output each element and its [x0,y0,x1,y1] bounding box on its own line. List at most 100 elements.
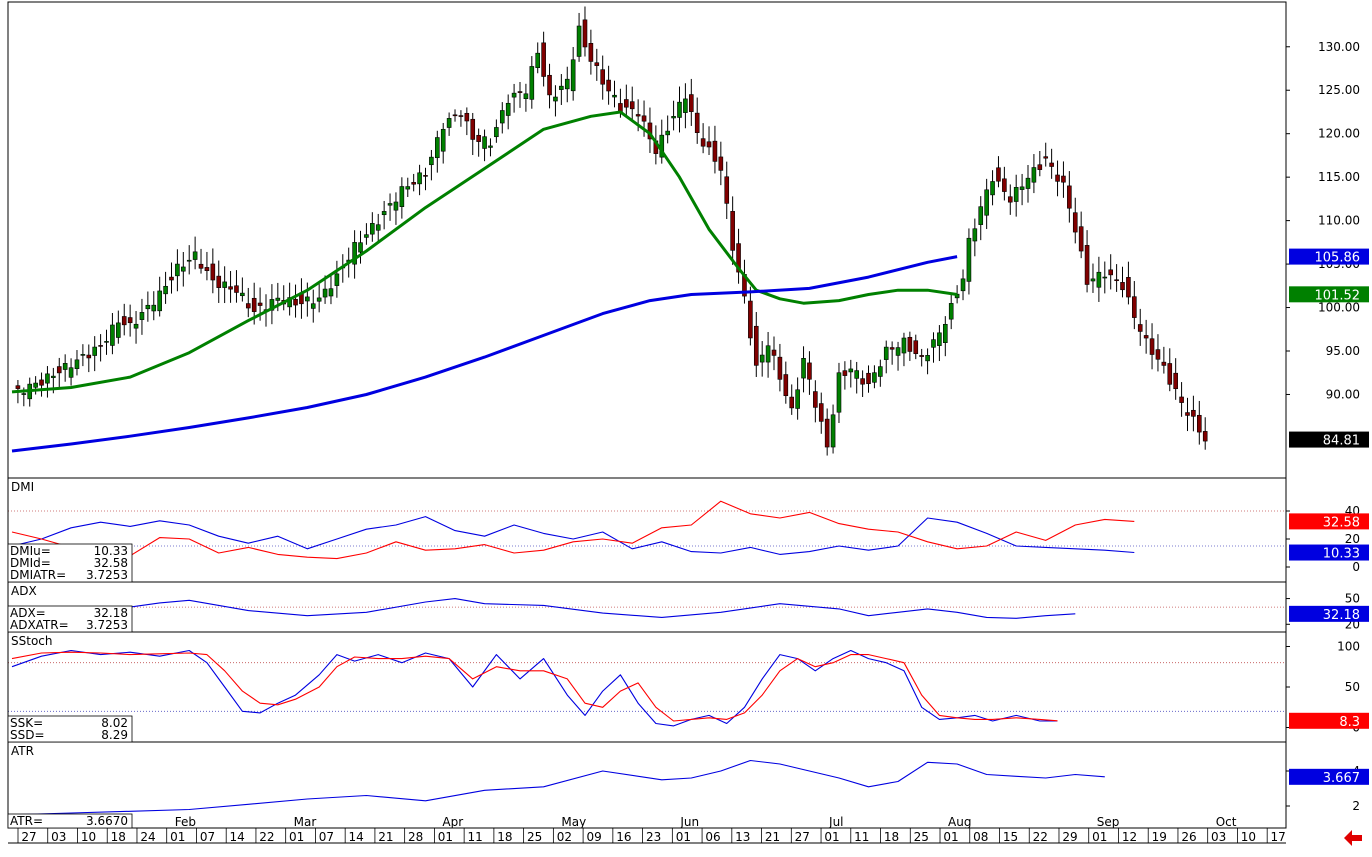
candle-body [1007,196,1013,203]
xtick-label-4: 24 [140,830,155,844]
candle-body [665,130,670,136]
xtick-label-17: 25 [527,830,542,844]
candle-body [972,228,978,242]
candle-body [836,372,842,413]
series-layer [11,6,1208,816]
readout-value-adx-1: 3.7253 [86,618,128,632]
candle-body [771,349,777,356]
candle-body [1132,296,1137,318]
candle-body [883,346,889,360]
month-label-1: Mar [294,815,317,829]
candle-body [854,370,859,379]
candle-body [39,379,44,386]
xtick-label-12: 21 [378,830,393,844]
candle-body [116,322,121,338]
candle-body [866,372,871,385]
month-label-7: Sep [1097,815,1120,829]
candle-body [127,317,133,324]
candle-body [1126,277,1131,298]
candle-body [824,418,830,448]
candle-body [305,296,310,302]
series-line-price-1 [11,255,958,453]
panel-title-atr: ATR [11,744,34,758]
month-label-0: Feb [175,815,196,829]
candle-body [393,201,399,211]
last-value-box-adx-0 [1289,605,1369,622]
candle-body [547,74,552,96]
candle-body [139,312,145,320]
candle-body [505,102,511,116]
candle-body [753,325,759,366]
series-line-adx-0 [12,598,1076,619]
xtick-label-20: 16 [616,830,631,844]
readout-value-dmi-0: 10.33 [94,544,128,558]
candle-body [145,304,151,310]
candle-body [328,288,334,297]
ytick-label-adx-0: 50 [1345,592,1360,606]
candle-body [801,358,806,379]
candle-body [895,347,901,356]
candle-body [470,118,476,140]
candle-body [399,186,405,207]
ytick-label-price-8: 130.00 [1318,40,1360,54]
xtick-label-10: 07 [319,830,334,844]
candle-body [216,275,222,288]
candle-body [541,42,546,77]
candle-body [984,189,989,216]
last-value-label-sstoch-0: 8.3 [1339,715,1360,730]
candle-body [494,127,499,138]
candle-body [919,355,924,357]
xtick-label-22: 01 [676,830,691,844]
candle-body [228,286,233,290]
candle-body [677,101,682,118]
candle-body [765,345,771,363]
candle-body [629,101,635,110]
readout-value-adx-0: 32.18 [94,606,128,620]
candle-body [423,175,428,177]
xtick-label-18: 02 [557,830,572,844]
ytick-label-dmi-1: 20 [1345,532,1360,546]
panel-title-adx: ADX [11,584,37,598]
xtick-label-33: 15 [1003,830,1018,844]
candle-body [33,382,38,388]
series-line-sstoch-0 [11,649,1058,727]
candle-body [795,389,800,409]
candle-body [1102,276,1108,279]
readout-label-sstoch-1: SSD= [10,728,45,742]
readout-label-dmi-0: DMIu= [10,544,51,558]
candle-body [582,19,588,48]
ytick-label-price-1: 95.00 [1326,344,1360,358]
readout-label-sstoch-0: SSK= [10,716,43,730]
candle-body [671,116,676,119]
candle-body [594,62,600,66]
candle-body [736,243,741,273]
candle-body [387,203,393,206]
candle-body [700,138,706,147]
candle-body [641,115,647,122]
candle-body [175,263,180,277]
candle-body [943,323,948,343]
month-label-2: Apr [442,815,463,829]
candle-body [830,414,836,448]
candle-body [1155,349,1161,360]
ytick-label-price-2: 100.00 [1318,301,1360,315]
candle-body [169,276,174,281]
candle-body [624,99,629,108]
series-line-atr-0 [11,759,1105,816]
candle-body [718,156,724,171]
candle-body [417,172,422,185]
readout-value-dmi-1: 32.58 [94,556,128,570]
candle-body [458,115,464,117]
candle-body [68,367,74,378]
readout-value-sstoch-1: 8.29 [101,728,128,742]
candle-body [570,59,576,92]
last-value-box-dmi-0 [1289,513,1369,530]
ytick-label-price-0: 90.00 [1326,387,1360,401]
candle-body [234,285,239,293]
candle-body [121,316,127,326]
candle-body [1043,156,1049,159]
candle-body [948,303,954,320]
red-left-arrow-icon[interactable] [1344,830,1362,846]
